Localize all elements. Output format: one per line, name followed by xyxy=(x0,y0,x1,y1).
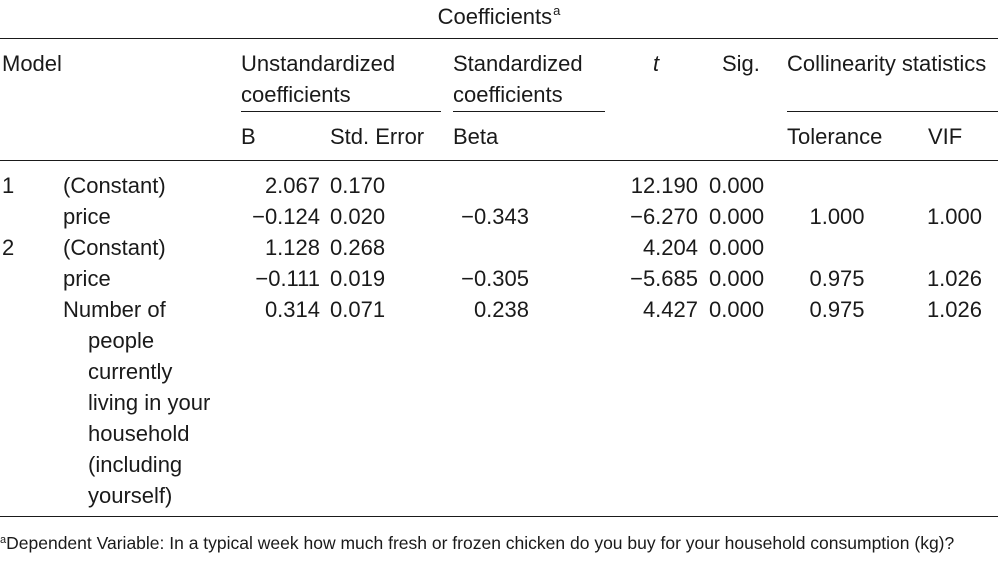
cell-sig: 0.000 xyxy=(709,235,765,260)
header-sig: Sig. xyxy=(722,51,760,76)
cell-std-error: 0.071 xyxy=(330,297,386,322)
cell-predictor-line: living in your xyxy=(88,390,211,415)
cell-predictor: (Constant) xyxy=(63,235,166,260)
header-standardized-line2: coefficients xyxy=(453,82,563,107)
header-t: t xyxy=(653,51,660,76)
header-tolerance: Tolerance xyxy=(787,124,883,149)
cell-b: −0.111 xyxy=(255,266,320,291)
cell-tolerance: 0.975 xyxy=(809,266,865,291)
cell-predictor-line: (including xyxy=(88,452,183,477)
cell-predictor: price xyxy=(63,266,111,291)
top-rule xyxy=(0,38,998,39)
cell-b: 1.128 xyxy=(264,235,320,260)
cell-vif: 1.026 xyxy=(926,266,982,291)
cell-beta: 0.238 xyxy=(473,297,529,322)
cell-sig: 0.000 xyxy=(709,204,765,229)
cell-predictor: (Constant) xyxy=(63,173,166,198)
header-bottom-rule xyxy=(0,160,998,161)
header-std-error: Std. Error xyxy=(330,124,425,149)
header-unstandardized-line2: coefficients xyxy=(241,82,351,107)
cell-std-error: 0.019 xyxy=(330,266,386,291)
table-title-text: Coefficients xyxy=(437,4,553,29)
cell-std-error: 0.268 xyxy=(330,235,386,260)
cell-model: 1 xyxy=(2,173,15,198)
header-collinearity: Collinearity statistics xyxy=(787,51,987,76)
cell-predictor-line: Number of xyxy=(63,297,166,322)
cell-predictor-line: currently xyxy=(88,359,173,384)
cell-t: 12.190 xyxy=(630,173,698,198)
table-bottom-rule xyxy=(0,516,998,517)
cell-t: 4.204 xyxy=(642,235,698,260)
footnote-marker: a xyxy=(0,534,7,546)
cell-b: 0.314 xyxy=(264,297,320,322)
cell-t: −5.685 xyxy=(630,266,698,291)
cell-std-error: 0.170 xyxy=(330,173,386,198)
cell-b: 2.067 xyxy=(264,173,320,198)
title-footnote-marker: a xyxy=(553,3,561,18)
header-beta: Beta xyxy=(453,124,499,149)
cell-beta: −0.343 xyxy=(461,204,529,229)
footnote-text: Dependent Variable: In a typical week ho… xyxy=(6,533,955,553)
cell-predictor-line: yourself) xyxy=(88,483,173,508)
cell-t: −6.270 xyxy=(630,204,698,229)
cell-sig: 0.000 xyxy=(709,266,765,291)
cell-model: 2 xyxy=(2,235,15,260)
header-b: B xyxy=(241,124,256,149)
header-vif: VIF xyxy=(928,124,963,149)
cell-sig: 0.000 xyxy=(709,297,765,322)
table-title: Coefficientsa xyxy=(0,3,998,33)
header-model: Model xyxy=(2,51,62,76)
unstd-underline xyxy=(241,111,441,112)
collinearity-underline xyxy=(787,111,998,112)
cell-b: −0.124 xyxy=(252,204,320,229)
cell-vif: 1.026 xyxy=(926,297,982,322)
cell-vif: 1.000 xyxy=(926,204,982,229)
cell-std-error: 0.020 xyxy=(330,204,386,229)
cell-t: 4.427 xyxy=(642,297,698,322)
std-underline xyxy=(453,111,605,112)
table-footnote: aDependent Variable: In a typical week h… xyxy=(0,532,998,558)
cell-tolerance: 1.000 xyxy=(809,204,865,229)
cell-tolerance: 0.975 xyxy=(809,297,865,322)
cell-sig: 0.000 xyxy=(709,173,765,198)
header-unstandardized-line1: Unstandardized xyxy=(241,51,396,76)
cell-predictor-line: people xyxy=(88,328,155,353)
cell-predictor-line: household xyxy=(88,421,190,446)
cell-beta: −0.305 xyxy=(461,266,529,291)
header-standardized-line1: Standardized xyxy=(453,51,583,76)
cell-predictor: price xyxy=(63,204,111,229)
